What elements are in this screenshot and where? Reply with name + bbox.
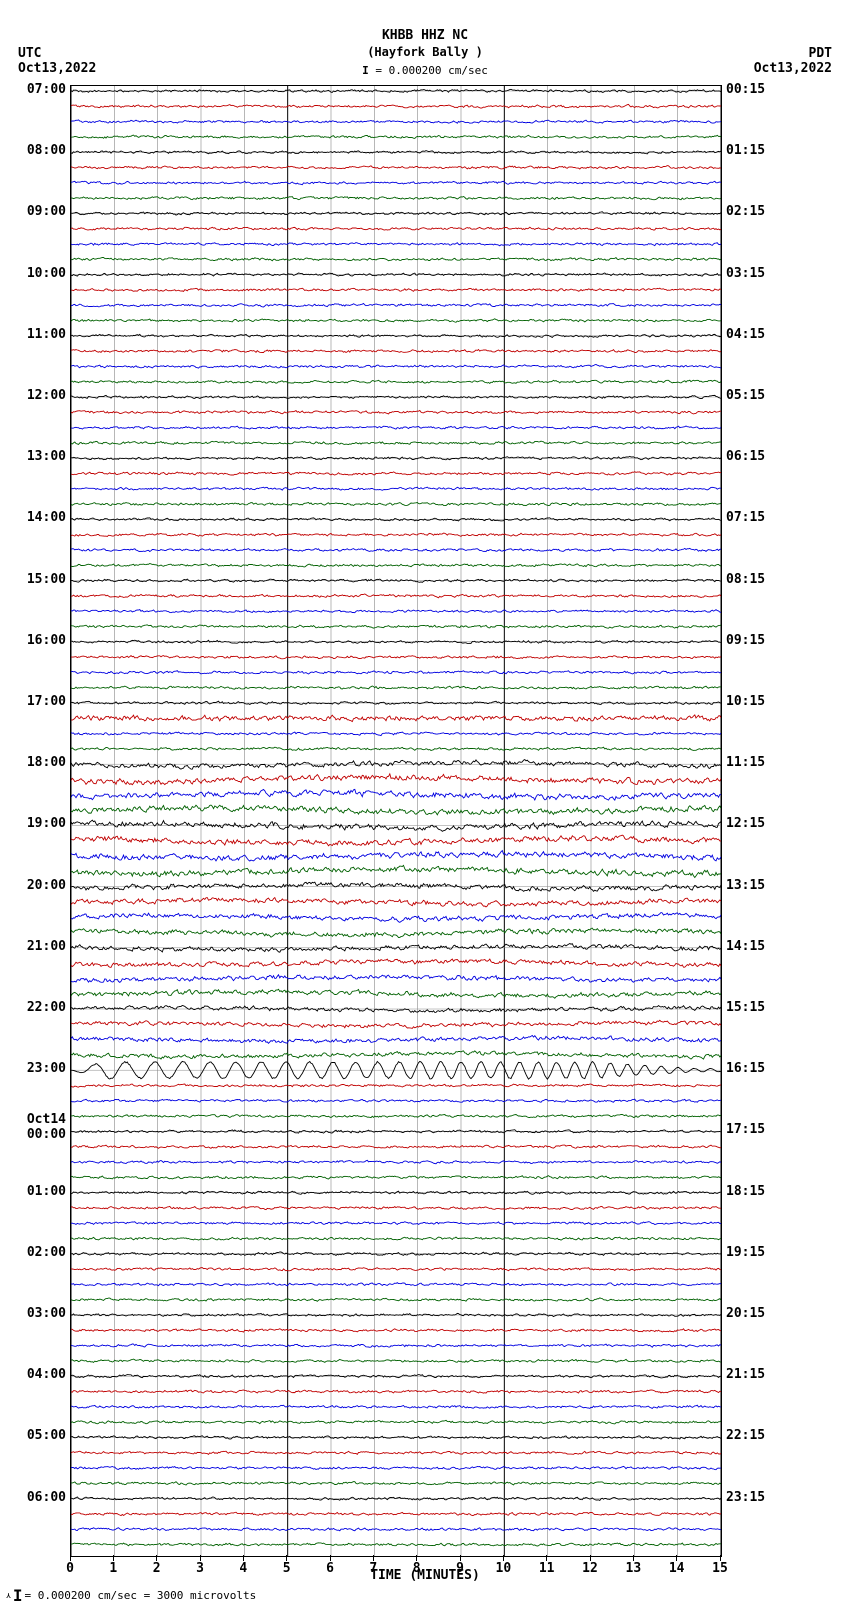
station-code: KHBB HHZ NC <box>0 28 850 44</box>
left-time-label: 08:00 <box>27 143 66 158</box>
left-time-label: 10:00 <box>27 266 66 281</box>
left-time-label: 16:00 <box>27 633 66 648</box>
left-time-label: 01:00 <box>27 1184 66 1199</box>
footer-scale: ⋏ I = 0.000200 cm/sec = 3000 microvolts <box>6 1586 256 1605</box>
right-time-label: 01:15 <box>726 143 765 158</box>
pdt-header: PDT Oct13,2022 <box>754 46 832 76</box>
footer-text: = 0.000200 cm/sec = 3000 microvolts <box>24 1589 256 1602</box>
left-time-label: 06:00 <box>27 1490 66 1505</box>
left-time-label: 09:00 <box>27 204 66 219</box>
right-time-label: 19:15 <box>726 1245 765 1260</box>
pdt-label: PDT <box>754 46 832 61</box>
left-time-label: 20:00 <box>27 878 66 893</box>
pdt-date: Oct13,2022 <box>754 61 832 76</box>
right-time-label: 07:15 <box>726 510 765 525</box>
scale-indicator: I = 0.000200 cm/sec <box>0 64 850 77</box>
right-time-label: 00:15 <box>726 82 765 97</box>
left-time-label: 14:00 <box>27 510 66 525</box>
scale-text: = 0.000200 cm/sec <box>375 64 488 77</box>
right-time-label: 02:15 <box>726 204 765 219</box>
right-time-label: 05:15 <box>726 388 765 403</box>
footer-tick-icon: ⋏ <box>6 1591 11 1600</box>
right-time-label: 09:15 <box>726 633 765 648</box>
right-time-label: 16:15 <box>726 1061 765 1076</box>
left-time-label: 12:00 <box>27 388 66 403</box>
right-time-label: 13:15 <box>726 878 765 893</box>
left-time-label: Oct1400:00 <box>27 1112 66 1142</box>
left-time-label: 13:00 <box>27 449 66 464</box>
left-time-label: 22:00 <box>27 1000 66 1015</box>
left-time-label: 18:00 <box>27 755 66 770</box>
left-time-label: 15:00 <box>27 572 66 587</box>
right-time-label: 06:15 <box>726 449 765 464</box>
right-time-label: 03:15 <box>726 266 765 281</box>
right-time-label: 17:15 <box>726 1122 765 1137</box>
left-time-label: 07:00 <box>27 82 66 97</box>
right-time-label: 11:15 <box>726 755 765 770</box>
left-time-label: 04:00 <box>27 1367 66 1382</box>
left-time-label: 23:00 <box>27 1061 66 1076</box>
station-name: (Hayfork Bally ) <box>0 44 850 60</box>
right-time-label: 12:15 <box>726 816 765 831</box>
right-time-label: 20:15 <box>726 1306 765 1321</box>
left-time-label: 11:00 <box>27 327 66 342</box>
right-time-label: 18:15 <box>726 1184 765 1199</box>
left-time-label: 02:00 <box>27 1245 66 1260</box>
right-time-label: 21:15 <box>726 1367 765 1382</box>
x-axis-label: TIME (MINUTES) <box>0 1568 850 1583</box>
left-time-label: 19:00 <box>27 816 66 831</box>
right-time-label: 15:15 <box>726 1000 765 1015</box>
seismogram-svg <box>71 86 721 1556</box>
scale-bar-icon: I <box>362 64 369 77</box>
seismogram-container: UTC Oct13,2022 KHBB HHZ NC (Hayfork Ball… <box>0 0 850 1613</box>
right-time-label: 08:15 <box>726 572 765 587</box>
right-time-label: 10:15 <box>726 694 765 709</box>
left-time-label: 21:00 <box>27 939 66 954</box>
right-time-label: 23:15 <box>726 1490 765 1505</box>
left-time-label: 03:00 <box>27 1306 66 1321</box>
seismogram-plot <box>70 85 722 1557</box>
station-header: KHBB HHZ NC (Hayfork Bally ) <box>0 28 850 60</box>
right-time-label: 22:15 <box>726 1428 765 1443</box>
left-time-label: 17:00 <box>27 694 66 709</box>
right-time-label: 04:15 <box>726 327 765 342</box>
left-time-label: 05:00 <box>27 1428 66 1443</box>
right-time-label: 14:15 <box>726 939 765 954</box>
footer-bar-icon: I <box>13 1586 23 1605</box>
